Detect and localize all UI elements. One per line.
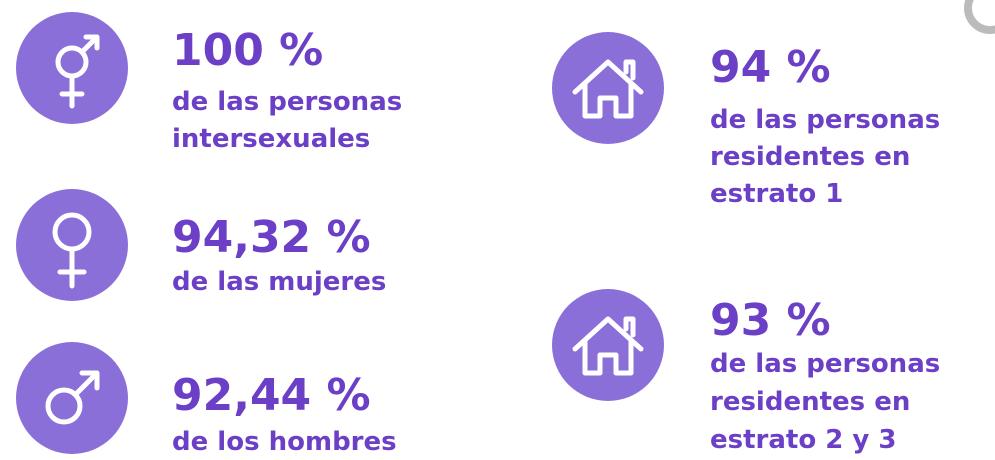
stat-description: de los hombres [172, 427, 397, 457]
stat-description: de las personas [710, 349, 940, 379]
stat-description: de las personas [172, 87, 402, 117]
stat-value: 94,32 % [172, 212, 371, 263]
stat-description: intersexuales [172, 124, 370, 154]
stat-value: 92,44 % [172, 370, 371, 421]
house-icon [552, 289, 664, 401]
stat-description: estrato 1 [710, 179, 843, 209]
stat-description: estrato 2 y 3 [710, 425, 896, 455]
decoration [964, 0, 995, 34]
male-icon [16, 342, 128, 454]
stat-description: de las mujeres [172, 267, 386, 297]
intersex-icon [16, 12, 128, 124]
stat-description: residentes en [710, 142, 910, 172]
stat-value: 93 % [710, 295, 831, 346]
stat-value: 94 % [710, 42, 831, 93]
stat-description: de las personas [710, 105, 940, 135]
house-icon [552, 32, 664, 144]
stat-description: residentes en [710, 387, 910, 417]
stat-value: 100 % [172, 25, 323, 76]
female-icon [16, 189, 128, 301]
